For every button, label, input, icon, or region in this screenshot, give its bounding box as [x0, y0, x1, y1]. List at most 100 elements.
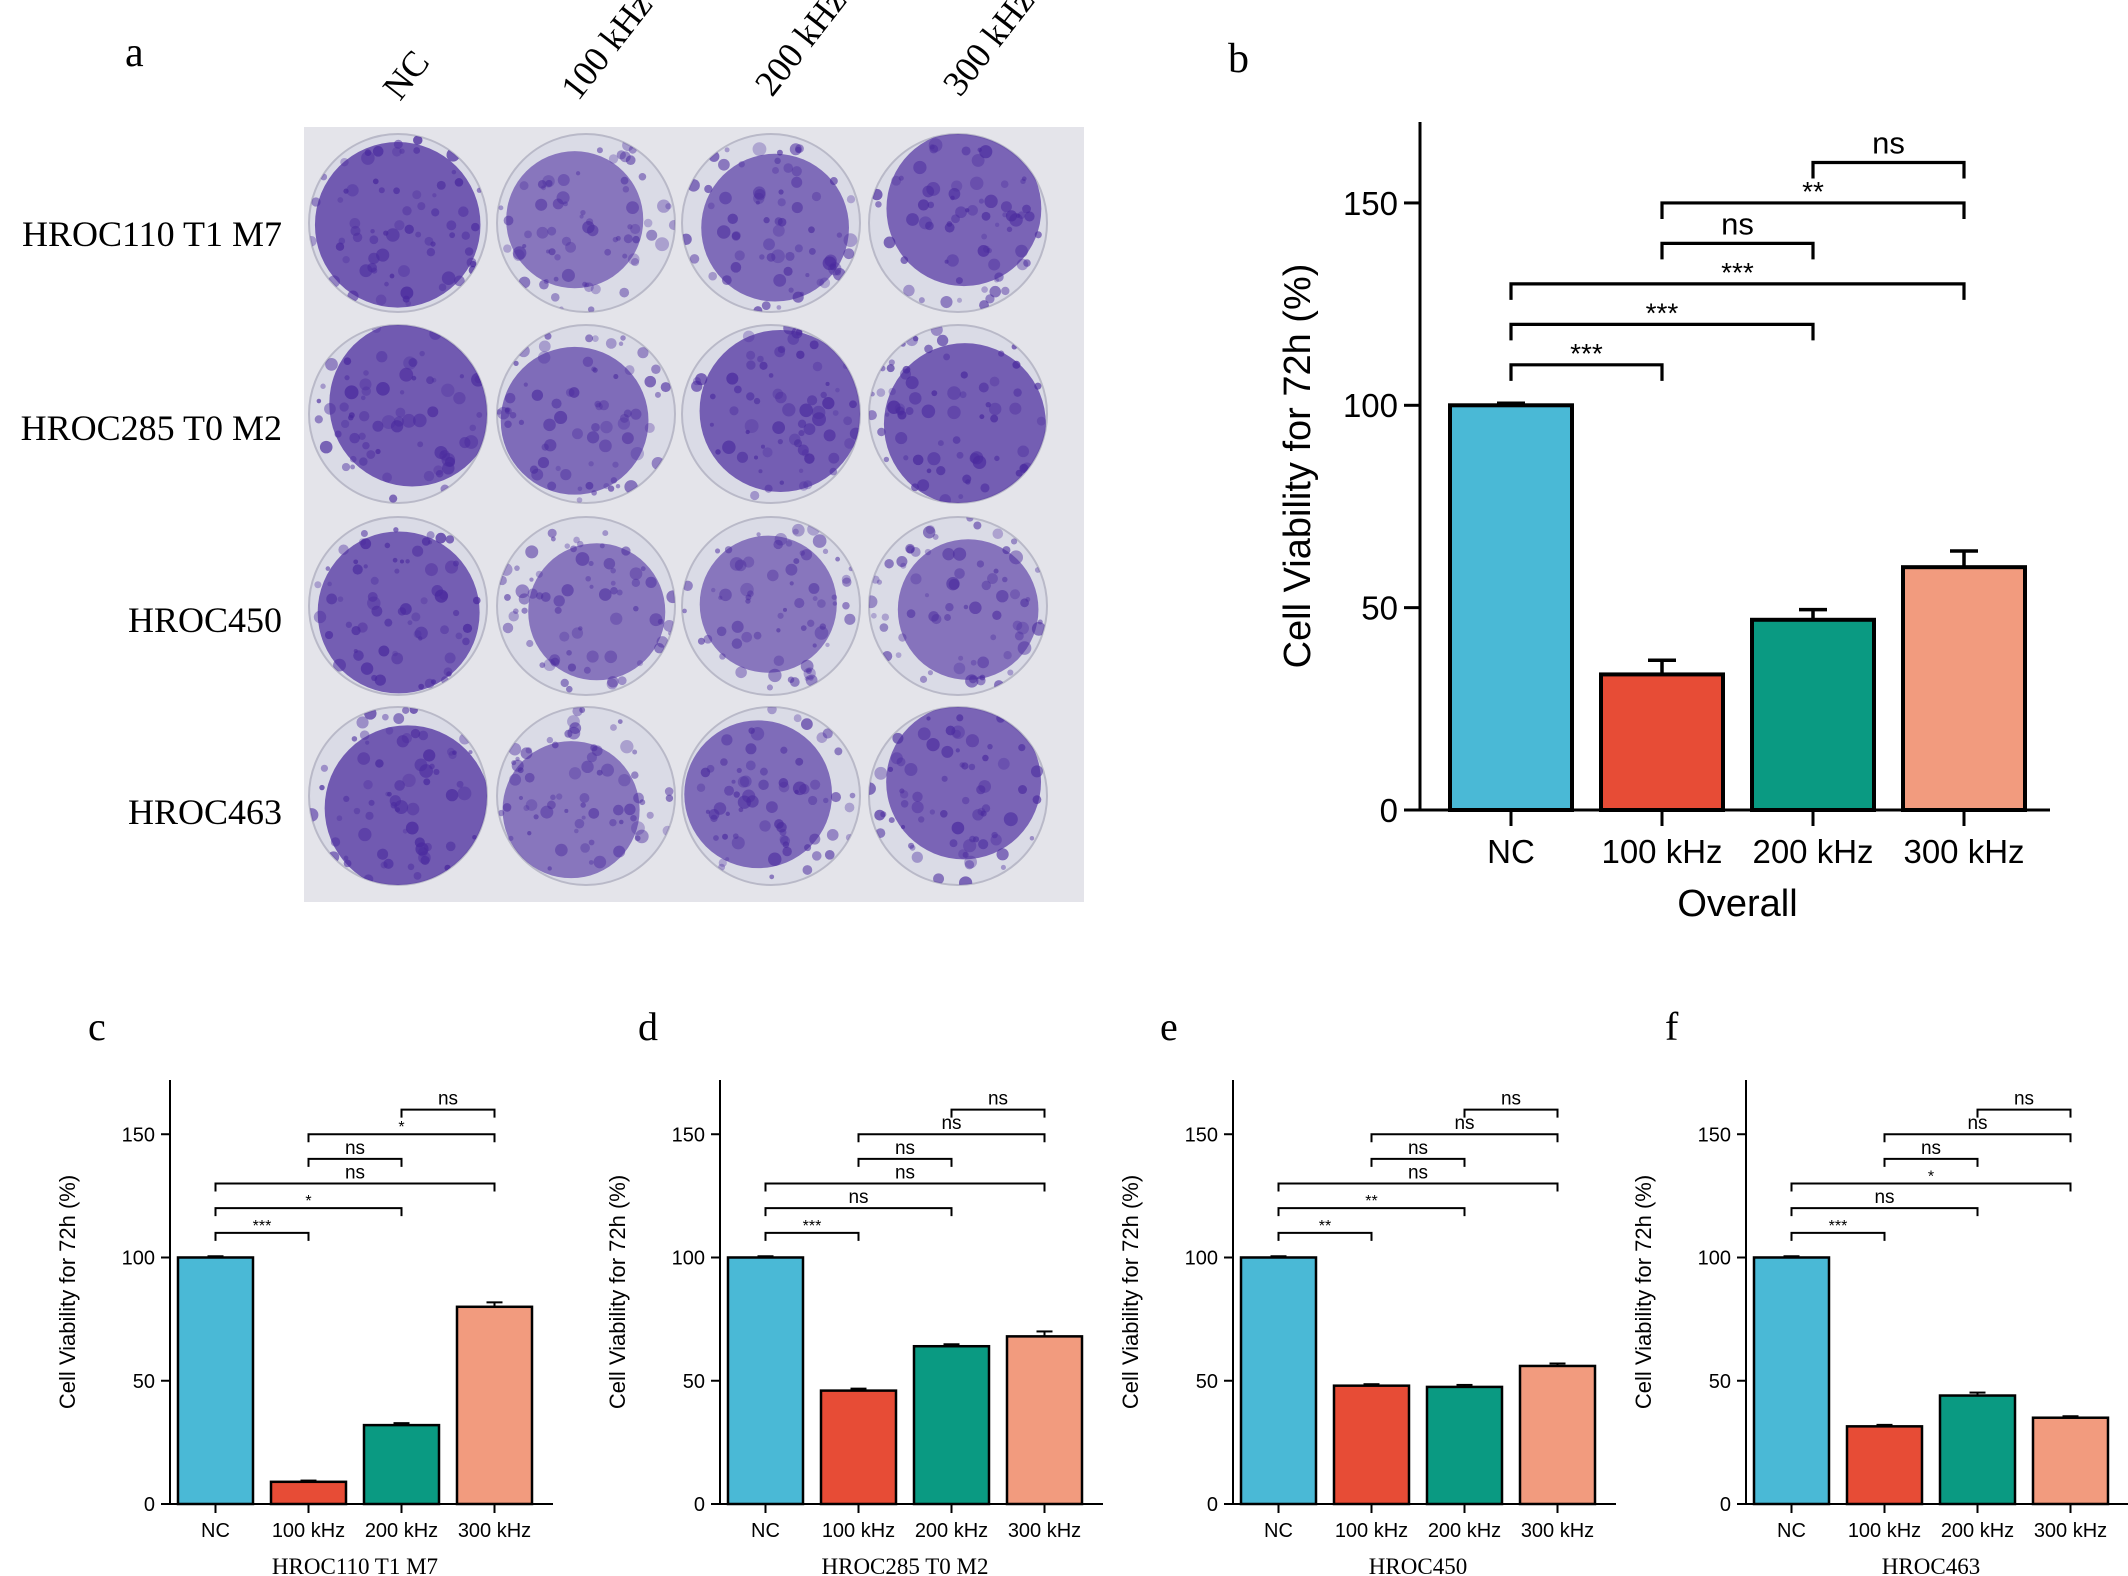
stain-dot [761, 301, 771, 310]
stain-dot [514, 565, 520, 571]
stain-dot [343, 855, 349, 861]
plate-stain [691, 325, 860, 501]
stain-dot [824, 254, 837, 267]
stain-dot [843, 416, 853, 426]
stain-dot [883, 236, 896, 249]
stain-dot [627, 224, 633, 230]
stain-dot [812, 534, 827, 548]
stain-dot [442, 462, 455, 475]
x-tick-label: 200 kHz [1428, 1520, 1501, 1542]
stain-dot [1000, 864, 1006, 870]
stain-dot [374, 674, 386, 686]
stain-dot [367, 262, 377, 273]
stain-dot [547, 800, 556, 810]
stain-dot [517, 767, 524, 774]
significance-bracket [1509, 322, 1815, 341]
stain-dot [782, 607, 788, 612]
stain-core [500, 346, 649, 495]
stain-dot [513, 360, 519, 367]
stain-dot [382, 472, 392, 483]
chart-panel-e: e 0 50 100 150 NC 100 kHz 200 kHz 300 kHz ** ** ns n… [1118, 1004, 1616, 1576]
stain-dot [960, 371, 968, 379]
stain-dot [998, 350, 1005, 357]
significance-bracket [1509, 363, 1664, 381]
x-tick-label: 200 kHz [1752, 833, 1873, 870]
stain-dot [918, 297, 925, 304]
stain-dot [589, 584, 594, 589]
stain-dot [825, 642, 830, 648]
stain-dot [377, 848, 389, 860]
stain-dot [584, 282, 590, 288]
stain-dot [393, 187, 400, 195]
stain-dot [980, 483, 990, 493]
stain-dot [353, 807, 361, 815]
stain-dot [464, 435, 479, 449]
stain-dot [565, 241, 577, 253]
stain-dot [1031, 621, 1046, 636]
stain-dot [602, 530, 609, 537]
stain-dot [559, 631, 570, 642]
stain-dot [411, 612, 421, 622]
stain-dot [582, 356, 594, 367]
stain-dot [599, 543, 605, 549]
stain-dot [902, 365, 911, 374]
stain-dot [876, 579, 883, 585]
stain-dot [869, 782, 876, 795]
stain-core [699, 535, 837, 673]
stain-dot [399, 390, 405, 395]
stain-dot [1023, 259, 1031, 267]
stain-dot [963, 839, 977, 853]
stain-dot [956, 297, 963, 303]
stain-dot [804, 676, 810, 681]
stain-dot [376, 351, 388, 363]
plate-stain [869, 517, 1046, 690]
significance-label: *** [1570, 338, 1603, 369]
stain-dot [896, 757, 906, 767]
stain-dot [927, 670, 934, 676]
plate-stain [869, 325, 1046, 503]
stain-dot [922, 526, 936, 539]
stain-dot [459, 374, 465, 379]
stain-dot [984, 194, 998, 209]
stain-dot [826, 829, 839, 841]
panel-label-b: b [1228, 36, 1249, 82]
stain-dot [643, 218, 653, 228]
stain-dot [931, 390, 938, 397]
stain-dot [550, 794, 556, 801]
stain-dot [338, 544, 349, 555]
stain-dot [804, 844, 812, 852]
stain-dot [341, 462, 351, 472]
stain-dot [817, 599, 826, 608]
stain-dot [349, 432, 360, 444]
stain-dot [413, 135, 423, 145]
stain-dot [574, 818, 585, 829]
stain-dot [1000, 180, 1009, 189]
x-axis-title: HROC450 [1369, 1554, 1467, 1576]
stain-dot [822, 548, 829, 555]
stain-dot [829, 467, 838, 476]
stain-dot [544, 439, 557, 452]
stain-dot [462, 637, 470, 646]
stain-dot [640, 566, 646, 572]
stain-dot [917, 727, 931, 741]
stain-dot [798, 481, 809, 491]
stain-dot [936, 334, 949, 347]
stain-dot [325, 566, 331, 571]
stain-dot [636, 660, 644, 667]
stain-dot [376, 381, 390, 396]
plate-4-3 [681, 706, 861, 886]
stain-dot [613, 373, 619, 380]
stain-dot [820, 391, 827, 399]
stain-dot [508, 835, 514, 841]
stain-dot [417, 441, 424, 448]
stain-dot [955, 277, 963, 285]
stain-dot [454, 178, 464, 187]
stain-dot [714, 548, 721, 554]
stain-dot [792, 528, 799, 535]
stain-dot [733, 791, 740, 798]
stain-dot [731, 231, 741, 241]
stain-dot [524, 230, 532, 239]
stain-dot [961, 796, 970, 805]
stain-dot [756, 532, 761, 537]
stain-dot [811, 851, 822, 861]
